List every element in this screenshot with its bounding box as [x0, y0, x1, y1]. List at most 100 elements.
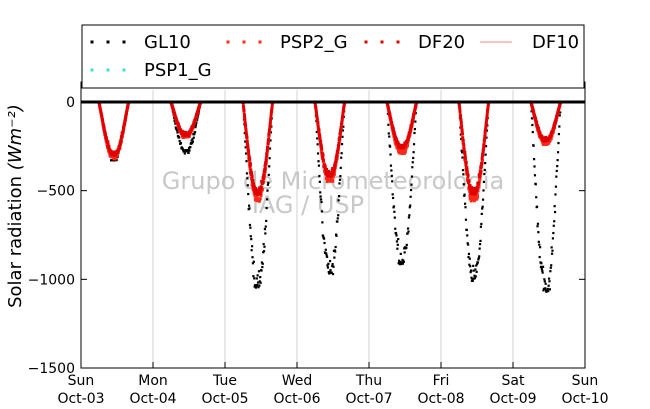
gl10-point: [244, 146, 247, 149]
gl10-point: [558, 114, 561, 117]
df20-point: [486, 103, 490, 107]
gl10-point: [262, 250, 266, 253]
gl10-point: [387, 132, 390, 135]
df20-point: [317, 128, 321, 132]
df20-point: [332, 170, 335, 174]
gl10-point: [176, 131, 179, 134]
legend-swatch-psp1-g-1: [106, 68, 110, 72]
gl10-point: [409, 188, 413, 192]
gl10-point: [261, 262, 264, 265]
gl10-point: [536, 222, 540, 225]
gl10-point: [406, 232, 409, 235]
df20-point: [409, 126, 412, 131]
gl10-point: [259, 276, 262, 279]
psp2-g-point: [548, 138, 552, 142]
gl10-point: [392, 205, 396, 208]
gl10-point: [390, 169, 393, 172]
df20-point: [246, 142, 250, 146]
df20-point: [316, 121, 320, 125]
df20-point: [336, 147, 340, 151]
df20-point: [316, 124, 320, 128]
gl10-point: [339, 166, 342, 169]
df20-point: [123, 117, 127, 121]
gl10-point: [326, 264, 329, 267]
x-tick-label-date-5: Oct-08: [417, 391, 464, 407]
gl10-point: [318, 180, 321, 183]
gl10-point: [534, 183, 537, 186]
df20-point: [390, 121, 394, 126]
gl10-point: [412, 143, 416, 146]
df20-point: [243, 114, 247, 118]
df20-point: [340, 120, 344, 124]
gl10-point: [330, 271, 333, 274]
gl10-point: [468, 257, 471, 260]
gl10-point: [244, 140, 247, 143]
gl10-point: [484, 161, 487, 165]
gl10-point: [249, 235, 252, 238]
gl10-point: [254, 286, 258, 289]
df20-point: [320, 147, 324, 151]
df20-point: [485, 113, 489, 117]
gl10-point: [398, 263, 402, 266]
y-tick-label-2: −1000: [28, 272, 75, 288]
df20-point: [461, 138, 465, 143]
legend-swatch-df20-0: [364, 40, 368, 44]
gl10-point: [263, 245, 266, 248]
df20-point: [194, 114, 198, 119]
gl10-point: [194, 123, 198, 127]
df20-point: [337, 141, 341, 145]
df20-point: [459, 119, 463, 123]
gl10-point: [323, 241, 326, 245]
gl10-point: [464, 206, 467, 209]
gl10-point: [556, 151, 560, 154]
legend-label-df10: DF10: [532, 32, 579, 53]
psp2-g-point: [258, 197, 262, 201]
gl10-point: [393, 210, 396, 213]
gl10-point: [250, 245, 254, 248]
gl10-point: [246, 177, 249, 180]
df20-point: [244, 124, 248, 128]
gl10-point: [317, 160, 320, 163]
gl10-point: [483, 172, 486, 176]
df20-point: [483, 134, 487, 138]
df20-point: [100, 115, 104, 119]
gl10-point: [550, 246, 553, 249]
df20-point: [537, 128, 541, 132]
psp2-g-point: [476, 195, 480, 199]
y-axis-label-unit: (Wm⁻²): [5, 104, 26, 170]
series-layer: [81, 100, 585, 293]
gl10-point: [337, 194, 341, 198]
df20-point: [472, 186, 476, 191]
df20-point: [244, 130, 248, 134]
gl10-point: [331, 264, 334, 268]
df20-point: [342, 104, 346, 108]
gl10-point: [175, 126, 178, 130]
gl10-point: [410, 175, 414, 178]
gl10-point: [194, 126, 197, 129]
gl10-point: [553, 210, 557, 214]
gl10-point: [174, 122, 177, 125]
gl10-point: [341, 129, 345, 132]
df20-point: [458, 104, 461, 108]
gl10-point: [532, 144, 535, 147]
gl10-point: [557, 141, 560, 145]
gl10-point: [478, 255, 481, 258]
gl10-point: [409, 204, 412, 207]
gl10-point: [475, 262, 479, 266]
df20-point: [126, 104, 130, 109]
gl10-point: [552, 231, 555, 235]
gl10-point: [188, 149, 191, 152]
psp2-g-point: [404, 150, 407, 154]
gl10-point: [482, 180, 486, 184]
gl10-point: [112, 159, 115, 162]
gl10-point: [262, 243, 265, 246]
legend-label-gl10: GL10: [144, 32, 191, 53]
df20-point: [406, 138, 409, 142]
gl10-point: [333, 256, 336, 259]
watermark: Grupo de Micrometeorologia IAG / USP: [162, 167, 504, 219]
df20-point: [532, 110, 536, 114]
gl10-point: [461, 169, 465, 172]
df20-point: [325, 167, 329, 172]
x-tick-label-day-7: Sun: [572, 373, 599, 389]
df20-point: [482, 142, 486, 147]
